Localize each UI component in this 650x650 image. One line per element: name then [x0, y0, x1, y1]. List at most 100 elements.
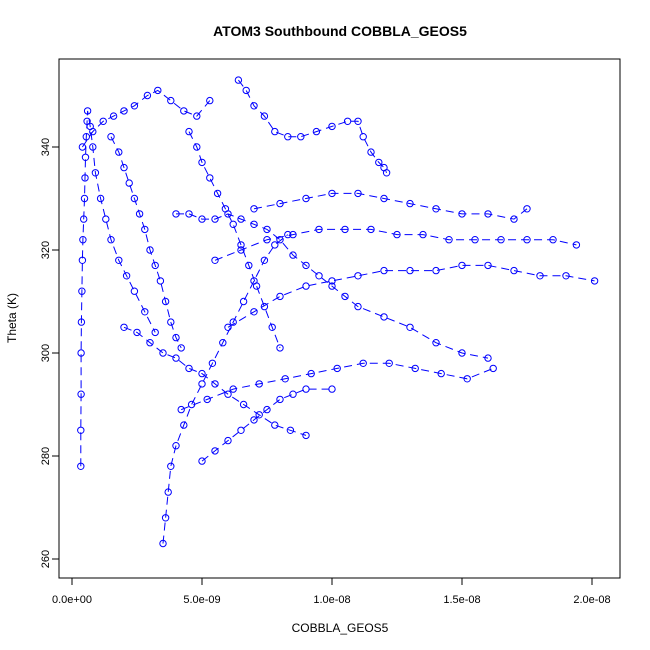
data-point — [489, 364, 497, 373]
data-point — [354, 189, 362, 198]
data-point — [82, 133, 91, 141]
data-point — [109, 112, 118, 120]
data-point — [77, 462, 85, 470]
data-point — [297, 133, 305, 141]
data-point — [177, 405, 185, 414]
data-point — [250, 102, 258, 110]
data-point — [146, 339, 154, 347]
y-tick-label: 280 — [40, 447, 52, 465]
data-point — [250, 416, 258, 424]
data-point — [180, 421, 188, 429]
data-point — [302, 282, 310, 290]
data-point — [276, 344, 284, 352]
y-tick-label: 300 — [40, 344, 52, 362]
data-point — [315, 225, 323, 234]
data-point — [271, 127, 279, 136]
data-point — [161, 514, 170, 522]
data-point — [333, 364, 341, 373]
series-line — [81, 89, 211, 148]
series-line — [214, 228, 577, 261]
data-point — [91, 169, 100, 177]
data-point — [80, 215, 88, 223]
data-point — [260, 112, 269, 120]
data-point — [224, 436, 232, 445]
x-tick-label: 2.0e-08 — [573, 594, 610, 606]
data-point — [151, 328, 159, 337]
series-track — [198, 385, 336, 465]
data-point — [208, 359, 217, 367]
series-track — [224, 261, 599, 331]
data-point — [203, 395, 211, 404]
data-point — [590, 277, 599, 285]
data-point — [484, 261, 492, 270]
data-point — [484, 354, 492, 362]
data-point — [89, 143, 97, 151]
series-line — [176, 213, 489, 359]
data-point — [380, 194, 388, 203]
plot-frame — [58, 58, 621, 579]
data-point — [250, 220, 258, 229]
series-line — [227, 264, 595, 328]
data-point — [286, 426, 295, 434]
data-point — [328, 277, 336, 285]
series-track — [78, 86, 214, 151]
data-point — [89, 127, 97, 136]
data-point — [367, 148, 375, 156]
data-point — [81, 153, 90, 162]
data-point — [81, 174, 89, 182]
data-point — [406, 199, 414, 208]
data-point — [411, 364, 419, 373]
data-point — [141, 308, 149, 316]
y-axis-label: Theta (K) — [5, 293, 19, 343]
data-point — [343, 117, 352, 126]
data-point — [221, 205, 230, 213]
data-point — [151, 261, 159, 270]
data-point — [458, 261, 466, 270]
data-point — [213, 189, 222, 198]
series-line — [253, 192, 528, 220]
data-point — [328, 282, 336, 290]
data-point — [125, 179, 133, 187]
series-track — [107, 133, 185, 352]
y-tick-label: 260 — [40, 550, 52, 568]
data-point — [497, 236, 505, 244]
data-point — [375, 158, 383, 167]
data-point — [198, 380, 206, 388]
series-line — [110, 136, 182, 349]
data-point — [77, 390, 85, 398]
series-track — [185, 127, 284, 352]
data-point — [211, 256, 219, 264]
data-point — [437, 369, 445, 378]
data-point — [167, 318, 175, 326]
data-point — [263, 405, 271, 414]
data-point — [458, 349, 466, 357]
data-point — [419, 230, 427, 239]
data-point — [172, 210, 180, 218]
series-line — [80, 110, 156, 467]
data-point — [315, 272, 323, 280]
data-point — [156, 277, 165, 285]
data-point — [289, 230, 297, 239]
data-point — [276, 395, 284, 404]
data-point — [260, 256, 269, 264]
data-point — [471, 236, 479, 244]
data-point — [406, 323, 414, 331]
data-point — [276, 199, 284, 208]
data-point — [159, 539, 167, 548]
data-point — [135, 210, 144, 218]
data-point — [122, 272, 131, 280]
data-point — [206, 96, 214, 105]
data-point — [302, 261, 310, 270]
series-track — [177, 359, 497, 414]
y-tick-label: 340 — [40, 138, 52, 156]
data-point — [432, 205, 440, 213]
data-point — [263, 236, 271, 244]
data-point — [107, 236, 115, 244]
x-tick-label: 0.0e+00 — [52, 594, 92, 606]
data-point — [284, 133, 292, 141]
series-line — [238, 79, 388, 174]
x-tick-label: 1.5e-08 — [443, 594, 480, 606]
data-point — [271, 241, 279, 249]
data-point — [120, 323, 128, 331]
